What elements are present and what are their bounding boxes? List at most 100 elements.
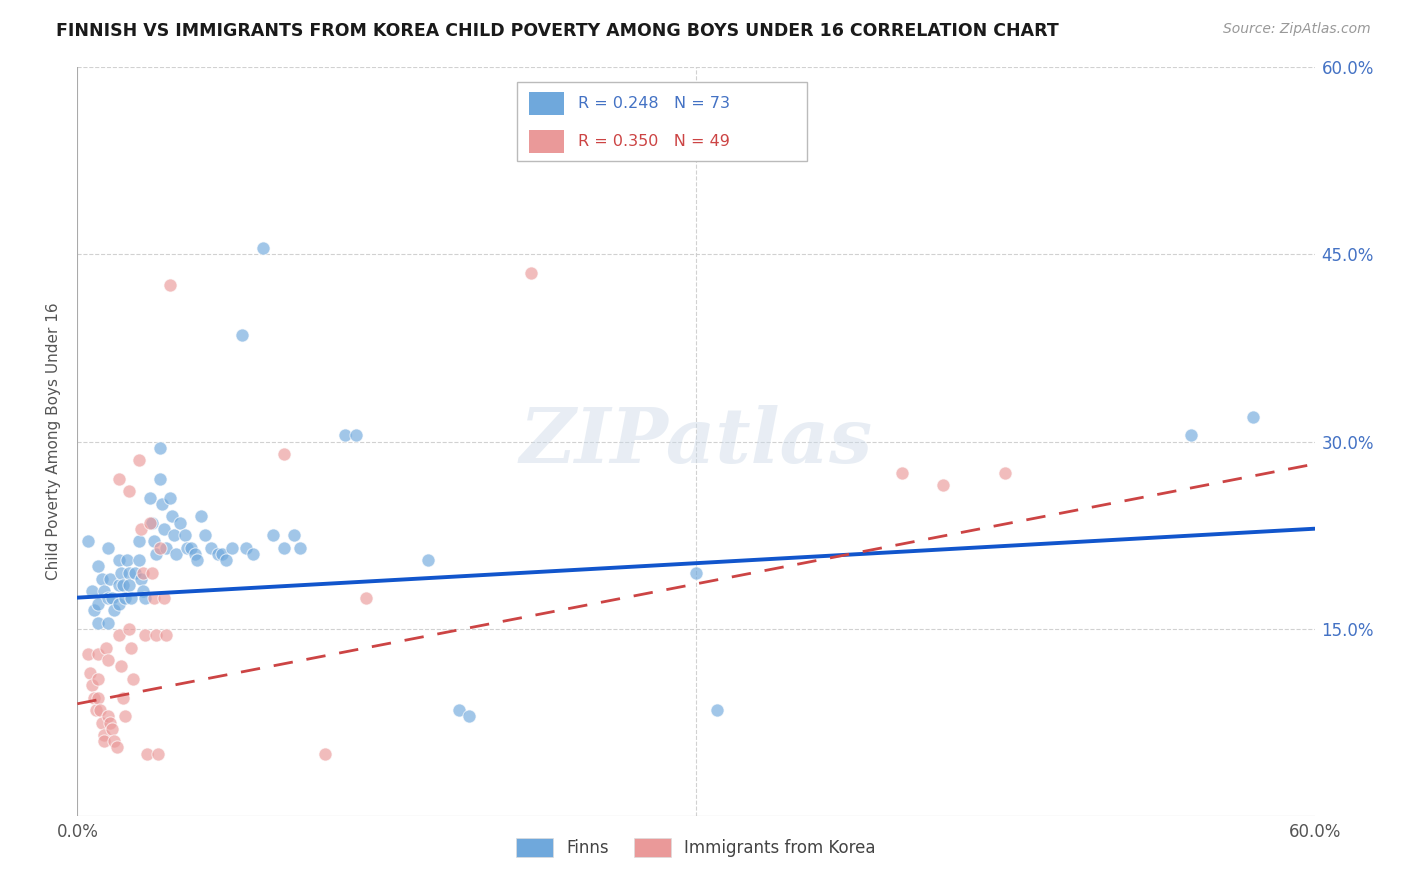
Point (105, 740, 128, 755)
Point (153, 591, 176, 605)
Point (173, 528, 195, 542)
Point (107, 553, 129, 567)
Point (128, 453, 150, 467)
Point (163, 528, 186, 542)
Point (87, 559, 110, 574)
Point (97, 615, 120, 630)
Point (101, 591, 124, 605)
Point (87, 647, 110, 661)
Point (165, 547, 187, 561)
Point (186, 553, 208, 567)
Point (134, 591, 156, 605)
Point (211, 547, 233, 561)
Point (132, 584, 155, 599)
Point (118, 484, 141, 499)
Point (231, 328, 253, 343)
Point (118, 578, 141, 592)
Point (122, 672, 145, 686)
Point (110, 566, 132, 580)
Point (103, 734, 125, 748)
Point (118, 622, 141, 636)
Point (111, 578, 134, 592)
Text: R = 0.350   N = 49: R = 0.350 N = 49 (578, 134, 730, 149)
Point (149, 441, 172, 455)
Point (159, 278, 181, 293)
Text: R = 0.248   N = 73: R = 0.248 N = 73 (578, 96, 731, 112)
Legend: Finns, Immigrants from Korea: Finns, Immigrants from Korea (510, 831, 882, 864)
Point (150, 497, 173, 511)
Point (146, 747, 169, 761)
Point (354, 591, 377, 605)
Point (96, 640, 118, 655)
Point (169, 516, 191, 530)
Point (416, 553, 439, 567)
Point (142, 591, 165, 605)
Point (159, 491, 181, 505)
Point (891, 466, 914, 480)
Point (114, 591, 136, 605)
Point (91, 715, 114, 730)
FancyBboxPatch shape (516, 82, 807, 161)
Point (142, 534, 165, 549)
Bar (529, 130, 564, 153)
Point (87, 597, 110, 611)
Point (80, 584, 103, 599)
Point (1180, 428, 1202, 442)
Point (138, 491, 160, 505)
Point (200, 541, 222, 555)
Point (134, 628, 156, 642)
Point (288, 541, 311, 555)
Point (80, 678, 103, 692)
Point (118, 566, 141, 580)
Point (706, 703, 728, 717)
Point (107, 472, 129, 486)
Point (458, 709, 481, 723)
Point (160, 509, 183, 524)
Point (344, 428, 367, 442)
Point (685, 566, 707, 580)
Text: FINNISH VS IMMIGRANTS FROM KOREA CHILD POVERTY AMONG BOYS UNDER 16 CORRELATION C: FINNISH VS IMMIGRANTS FROM KOREA CHILD P… (56, 22, 1059, 40)
Point (84, 703, 107, 717)
Point (97, 541, 120, 555)
Point (235, 541, 257, 555)
Point (76, 534, 98, 549)
Point (87, 672, 110, 686)
Point (110, 659, 132, 673)
Point (149, 541, 172, 555)
Point (98, 715, 121, 730)
Point (190, 509, 212, 524)
Point (215, 553, 238, 567)
Point (128, 534, 150, 549)
Point (91, 572, 114, 586)
Point (103, 603, 125, 617)
Point (138, 516, 160, 530)
Text: Source: ZipAtlas.com: Source: ZipAtlas.com (1223, 22, 1371, 37)
Point (252, 241, 274, 255)
Point (107, 597, 129, 611)
Point (314, 747, 336, 761)
Point (273, 541, 295, 555)
Point (107, 578, 129, 592)
Point (447, 703, 470, 717)
Point (79, 665, 101, 680)
Point (155, 628, 177, 642)
Point (101, 722, 124, 736)
Point (283, 528, 305, 542)
Point (93, 584, 115, 599)
Point (335, 428, 357, 442)
Point (89, 703, 111, 717)
Text: ZIPatlas: ZIPatlas (519, 405, 873, 478)
Point (132, 566, 155, 580)
Point (93, 728, 115, 742)
Point (136, 747, 159, 761)
Point (1241, 409, 1264, 424)
Bar (529, 93, 564, 115)
Point (83, 690, 105, 705)
Point (141, 516, 163, 530)
Point (114, 709, 136, 723)
Point (153, 522, 176, 536)
Point (141, 566, 163, 580)
Point (932, 478, 955, 492)
Point (145, 628, 167, 642)
Y-axis label: Child Poverty Among Boys Under 16: Child Poverty Among Boys Under 16 (46, 302, 62, 581)
